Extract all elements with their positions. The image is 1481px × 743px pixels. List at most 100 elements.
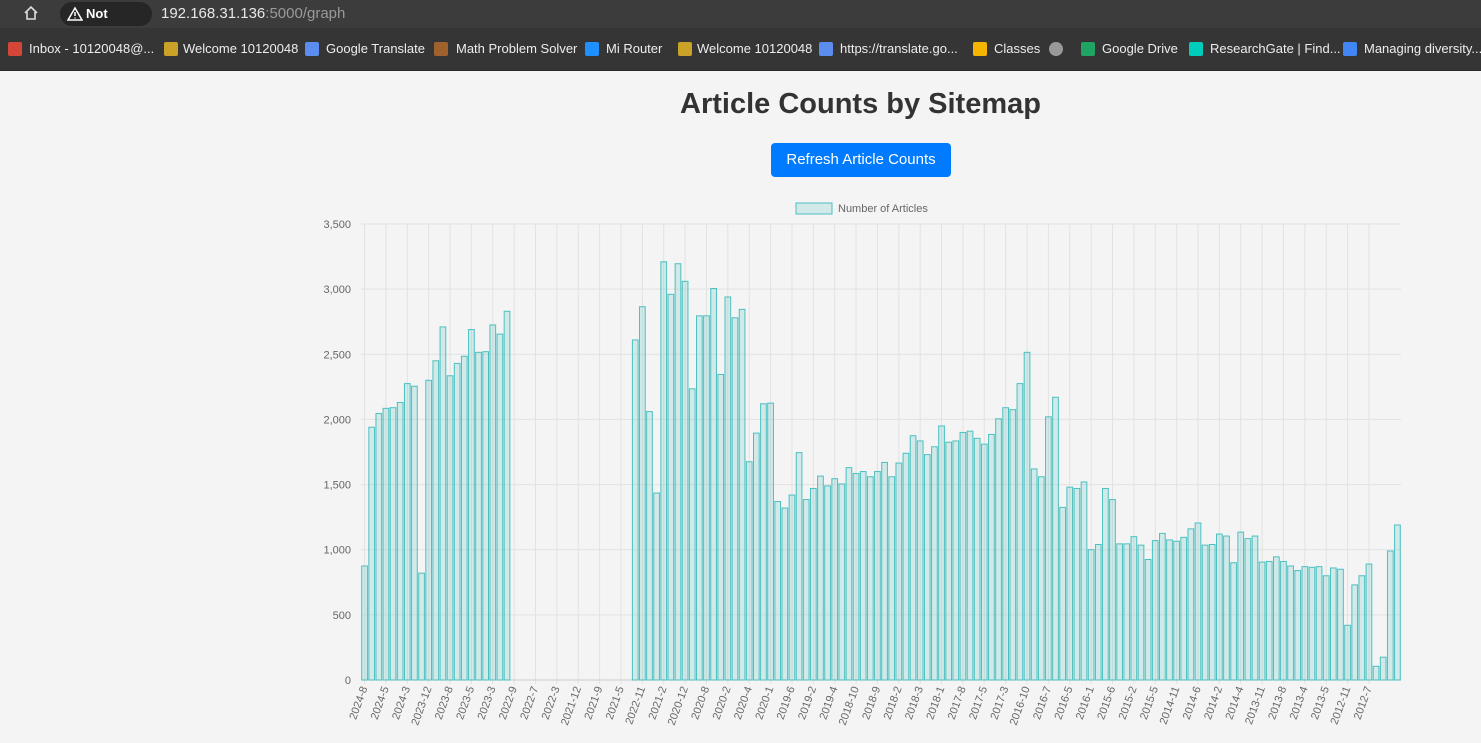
bar — [396, 401, 404, 681]
x-tick-label: 2022-7 — [518, 685, 541, 721]
globe-bookmark[interactable] — [1049, 42, 1063, 56]
bar — [1358, 575, 1366, 681]
bar — [874, 471, 881, 681]
bar — [1180, 536, 1188, 681]
bookmark[interactable]: Managing diversity... — [1364, 41, 1481, 56]
bar — [460, 355, 468, 681]
bar — [646, 411, 653, 681]
bar — [980, 443, 988, 681]
x-tick-label: 2015-5 — [1138, 685, 1161, 721]
bar — [475, 351, 482, 681]
bar — [403, 383, 411, 681]
bar — [1351, 584, 1359, 681]
bar — [710, 287, 717, 681]
bar — [1016, 383, 1024, 681]
bar — [703, 315, 710, 681]
bar — [1159, 532, 1166, 681]
x-tick-label: 2018-2 — [882, 685, 905, 721]
bar — [802, 499, 810, 681]
x-tick-label: 2019-6 — [775, 685, 798, 721]
bookmark-icon — [1343, 42, 1357, 56]
bookmark-icon — [434, 42, 448, 56]
home-button[interactable] — [23, 5, 39, 21]
bar — [923, 454, 931, 681]
bar — [738, 308, 746, 681]
bar — [1258, 561, 1266, 681]
bar — [767, 402, 774, 681]
bar — [838, 483, 846, 681]
x-tick-label: 2014-2 — [1202, 685, 1225, 721]
x-tick-label: 2016-5 — [1053, 685, 1076, 721]
x-tick-label: 2023-8 — [433, 685, 456, 721]
legend-label: Number of Articles — [838, 203, 928, 215]
bookmark[interactable]: https://translate.go... — [840, 41, 958, 56]
bar — [1045, 416, 1052, 681]
bar — [1073, 487, 1081, 681]
refresh-button[interactable]: Refresh Article Counts — [771, 143, 951, 177]
x-tick-label: 2018-9 — [860, 685, 883, 721]
bar — [1037, 476, 1045, 681]
bar — [1059, 506, 1066, 681]
x-tick-label: 2020-1 — [753, 685, 776, 721]
bar — [1251, 535, 1259, 681]
bar — [795, 452, 803, 681]
bookmark-icon — [305, 42, 319, 56]
bar — [952, 440, 960, 681]
bookmark[interactable]: Welcome 10120048 — [697, 41, 813, 56]
bar — [1265, 560, 1273, 681]
bar — [1287, 565, 1294, 681]
bar — [1144, 558, 1152, 681]
bookmark[interactable]: Welcome 10120048 — [183, 41, 299, 56]
address-bar[interactable]: 192.168.31.136:5000/graph — [161, 5, 345, 22]
x-tick-label: 2023-3 — [476, 685, 499, 721]
security-chip[interactable]: Not secure — [60, 2, 152, 45]
bookmark[interactable]: Math Problem Solver — [456, 41, 578, 56]
bar — [1365, 563, 1373, 681]
x-tick-label: 2016-1 — [1074, 685, 1097, 721]
bar — [1123, 543, 1131, 681]
bar — [1280, 560, 1287, 681]
x-tick-label: 2020-8 — [689, 685, 712, 721]
bar — [859, 471, 867, 681]
bar — [916, 440, 924, 681]
x-tick-label: 2013-4 — [1288, 685, 1311, 721]
bar — [382, 407, 390, 681]
bar — [995, 418, 1002, 681]
bookmark[interactable]: Classes — [994, 41, 1041, 56]
bar — [731, 317, 739, 681]
bar — [1223, 535, 1230, 681]
bar — [966, 430, 974, 681]
bar — [1216, 533, 1223, 681]
bar — [760, 403, 767, 681]
x-tick-label: 2013-8 — [1266, 685, 1289, 721]
y-tick-label: 0 — [345, 675, 351, 687]
bookmark[interactable]: Inbox - 10120048@... — [29, 41, 155, 56]
bar — [667, 293, 675, 681]
bar — [631, 339, 639, 681]
y-tick-label: 1,500 — [323, 480, 351, 492]
bar — [931, 446, 938, 681]
x-tick-label: 2019-2 — [796, 685, 819, 721]
x-tick-label: 2024-8 — [347, 685, 370, 721]
bookmark[interactable]: Google Translate — [326, 41, 426, 56]
bar — [1294, 570, 1302, 681]
bar — [866, 476, 874, 681]
x-tick-label: 2019-4 — [818, 685, 841, 721]
bar — [432, 360, 440, 681]
bar — [1208, 544, 1216, 681]
bar — [468, 329, 475, 681]
bookmark[interactable]: ResearchGate | Find... — [1210, 41, 1341, 56]
bar — [425, 379, 433, 681]
bookmark[interactable]: Google Drive — [1102, 41, 1178, 56]
bar — [1002, 407, 1010, 681]
bookmark[interactable]: Mi Router — [606, 41, 663, 56]
y-tick-label: 2,500 — [323, 349, 351, 361]
bar — [1173, 540, 1180, 681]
bar — [881, 461, 888, 681]
x-tick-label: 2015-2 — [1117, 685, 1140, 721]
bar — [453, 362, 461, 681]
bookmark-icon — [973, 42, 987, 56]
x-tick-label: 2013-11 — [1243, 685, 1268, 726]
bar — [489, 324, 497, 681]
x-tick-label: 2023-12 — [409, 685, 434, 727]
